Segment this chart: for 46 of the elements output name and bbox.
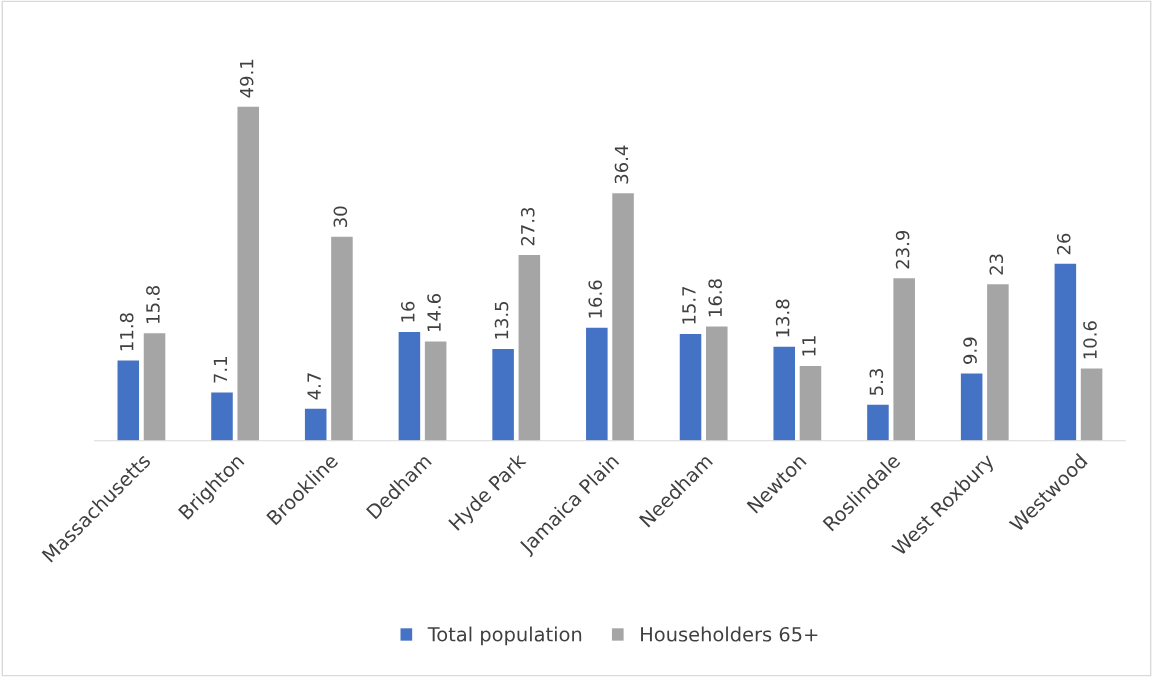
data-label: 16.8	[708, 279, 722, 317]
bar	[960, 373, 983, 441]
data-label: 10.6	[1083, 321, 1097, 359]
data-label: 7.1	[213, 357, 227, 383]
bar	[518, 255, 541, 441]
data-label: 16	[400, 301, 415, 322]
legend-label: Total population	[427, 626, 582, 646]
data-label: 16.6	[588, 280, 603, 318]
data-label: 15.7	[682, 286, 696, 324]
legend-label: Householders 65+	[641, 626, 818, 642]
data-label: 13.8	[775, 299, 790, 337]
data-label: 14.6	[427, 294, 441, 332]
bar	[612, 193, 634, 441]
data-label: 9.9	[963, 337, 977, 364]
bar	[1080, 368, 1103, 441]
data-label: 27.3	[520, 207, 535, 246]
bar	[1054, 263, 1077, 441]
data-label: 49.1	[239, 59, 254, 98]
bar	[586, 327, 608, 441]
bar	[117, 360, 140, 441]
bar	[705, 326, 728, 441]
bar	[398, 331, 421, 441]
data-label: 15.8	[146, 285, 160, 323]
bar	[143, 333, 166, 441]
data-label: 26	[1056, 233, 1071, 255]
bar	[304, 408, 327, 441]
data-label: 23	[989, 254, 1004, 275]
bar	[237, 106, 259, 441]
bar	[492, 348, 514, 441]
bar	[679, 333, 702, 441]
bar	[799, 365, 822, 441]
bar	[893, 278, 915, 441]
data-label: 30	[333, 206, 348, 227]
data-label: 4.7	[307, 373, 321, 400]
bar	[424, 341, 447, 441]
bar	[773, 346, 796, 441]
data-label: 13.5	[494, 301, 509, 339]
bar	[331, 236, 353, 441]
data-label: 23.9	[895, 230, 910, 269]
bar	[867, 404, 889, 441]
data-label: 36.4	[614, 145, 629, 184]
data-label: 11	[802, 336, 816, 356]
bar	[211, 392, 233, 441]
data-label: 5.3	[869, 369, 884, 395]
data-label: 11.8	[119, 313, 134, 351]
bar	[987, 284, 1009, 441]
